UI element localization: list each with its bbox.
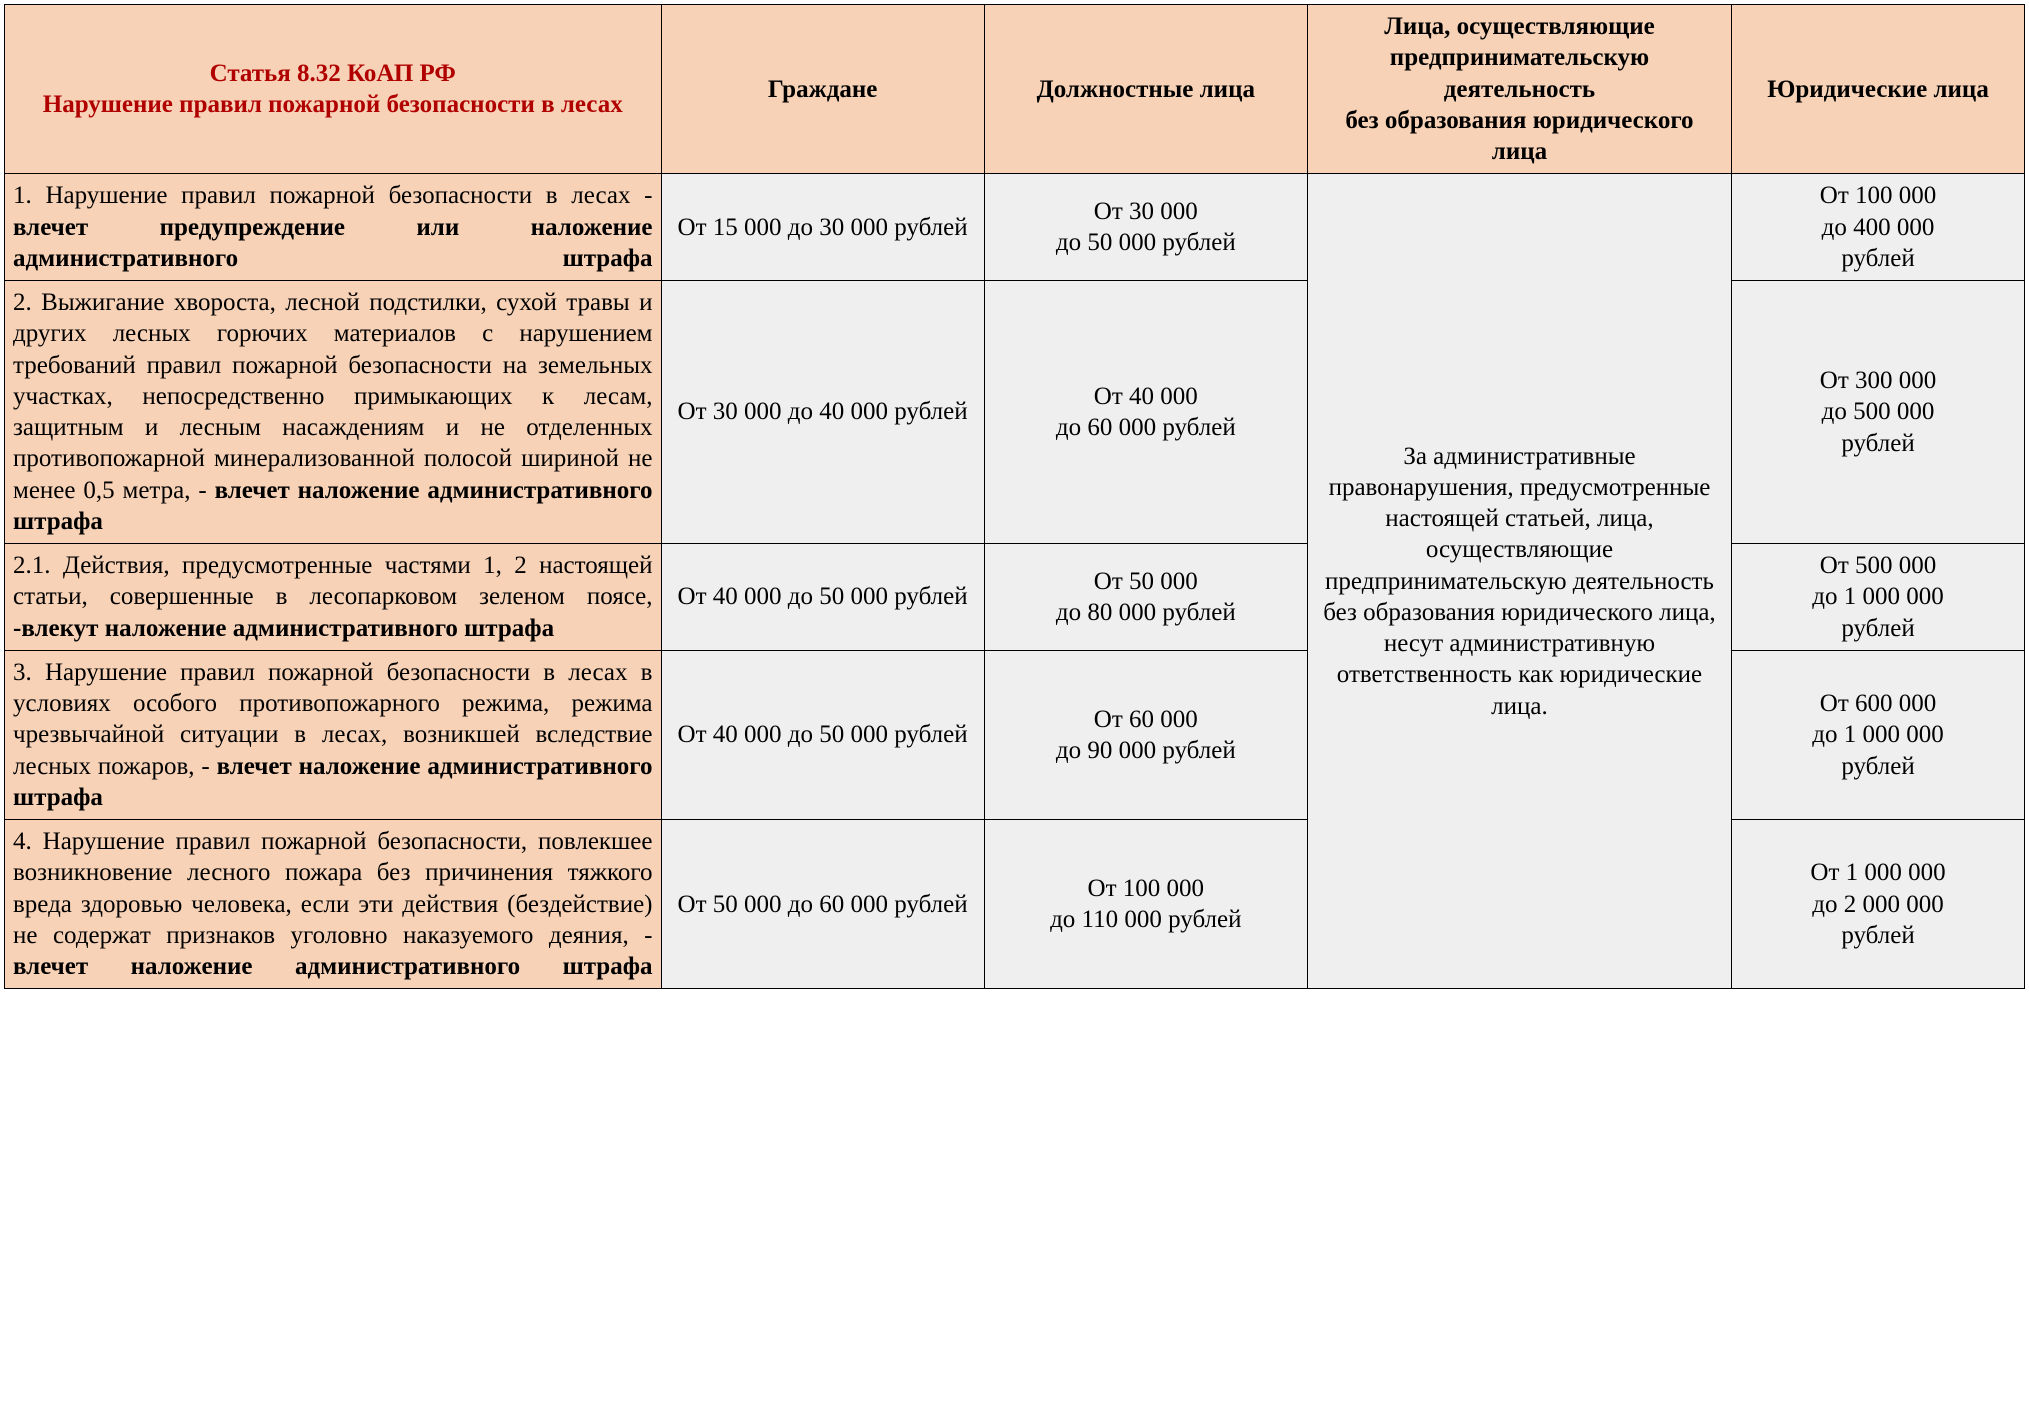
officials-cell: От 60 000 до 90 000 рублей <box>984 650 1307 819</box>
officials-l1: От 60 000 <box>1094 706 1198 733</box>
legal-l2: до 500 000 <box>1822 398 1935 425</box>
fines-table: Статья 8.32 КоАП РФ Нарушение правил пож… <box>4 4 2025 989</box>
desc-plain: 2. Выжигание хвороста, лесной подстилки,… <box>13 289 653 504</box>
legal-cell: От 1 000 000 до 2 000 000 рублей <box>1732 820 2025 989</box>
officials-l2: до 110 000 рублей <box>1050 906 1241 933</box>
desc-cell: 2.1. Действия, предусмотренные частями 1… <box>5 544 662 651</box>
desc-cell: 3. Нарушение правил пожарной безопасност… <box>5 650 662 819</box>
legal-l3: рублей <box>1841 753 1914 780</box>
legal-l3: рублей <box>1841 245 1914 272</box>
entrepreneurs-merged-cell: За административные правонарушения, пред… <box>1307 174 1731 989</box>
table-header-row: Статья 8.32 КоАП РФ Нарушение правил пож… <box>5 5 2025 174</box>
table-row: 1. Нарушение правил пожарной безопасност… <box>5 174 2025 281</box>
legal-l3: рублей <box>1841 615 1914 642</box>
desc-plain: 4. Нарушение правил пожарной безопасност… <box>13 828 653 949</box>
officials-cell: От 50 000 до 80 000 рублей <box>984 544 1307 651</box>
table-wrapper: Статья 8.32 КоАП РФ Нарушение правил пож… <box>0 0 2029 993</box>
header-officials: Должностные лица <box>984 5 1307 174</box>
officials-l1: От 100 000 <box>1088 875 1204 902</box>
desc-cell: 2. Выжигание хвороста, лесной подстилки,… <box>5 281 662 544</box>
citizens-cell: От 50 000 до 60 000 рублей <box>661 820 984 989</box>
officials-cell: От 40 000 до 60 000 рублей <box>984 281 1307 544</box>
header-title: Статья 8.32 КоАП РФ Нарушение правил пож… <box>5 5 662 174</box>
desc-bold: влечет предупреждение или наложение адми… <box>13 214 653 272</box>
citizens-cell: От 30 000 до 40 000 рублей <box>661 281 984 544</box>
officials-l1: От 50 000 <box>1094 568 1198 595</box>
legal-l3: рублей <box>1841 922 1914 949</box>
legal-l1: От 1 000 000 <box>1810 859 1945 886</box>
header-entrepreneurs-l1: Лица, осуществляющие предпринимательскую… <box>1384 13 1655 103</box>
officials-l2: до 90 000 рублей <box>1056 737 1236 764</box>
legal-l1: От 600 000 <box>1820 690 1936 717</box>
desc-plain: 1. Нарушение правил пожарной безопасност… <box>13 182 653 209</box>
legal-l2: до 2 000 000 <box>1812 891 1943 918</box>
legal-l1: От 500 000 <box>1820 552 1936 579</box>
citizens-cell: От 40 000 до 50 000 рублей <box>661 544 984 651</box>
header-title-line2: Нарушение правил пожарной безопасности в… <box>43 91 623 118</box>
legal-l2: до 1 000 000 <box>1812 721 1943 748</box>
desc-bold: влечет наложение административного штраф… <box>13 953 653 980</box>
citizens-cell: От 15 000 до 30 000 рублей <box>661 174 984 281</box>
officials-l2: до 50 000 рублей <box>1056 229 1236 256</box>
legal-cell: От 100 000 до 400 000 рублей <box>1732 174 2025 281</box>
desc-cell: 4. Нарушение правил пожарной безопасност… <box>5 820 662 989</box>
officials-l2: до 80 000 рублей <box>1056 599 1236 626</box>
legal-l1: От 300 000 <box>1820 367 1936 394</box>
legal-l1: От 100 000 <box>1820 182 1936 209</box>
legal-cell: От 500 000 до 1 000 000 рублей <box>1732 544 2025 651</box>
header-title-line1: Статья 8.32 КоАП РФ <box>210 60 456 87</box>
legal-cell: От 600 000 до 1 000 000 рублей <box>1732 650 2025 819</box>
officials-cell: От 30 000 до 50 000 рублей <box>984 174 1307 281</box>
legal-l2: до 400 000 <box>1822 214 1935 241</box>
legal-l3: рублей <box>1841 430 1914 457</box>
citizens-cell: От 40 000 до 50 000 рублей <box>661 650 984 819</box>
legal-l2: до 1 000 000 <box>1812 583 1943 610</box>
header-legal: Юридические лица <box>1732 5 2025 174</box>
officials-cell: От 100 000 до 110 000 рублей <box>984 820 1307 989</box>
legal-cell: От 300 000 до 500 000 рублей <box>1732 281 2025 544</box>
officials-l2: до 60 000 рублей <box>1056 414 1236 441</box>
header-entrepreneurs-l2: без образования юридического лица <box>1345 107 1693 165</box>
desc-bold: -влекут наложение административного штра… <box>13 615 554 642</box>
desc-plain: 2.1. Действия, предусмотренные частями 1… <box>13 552 653 610</box>
desc-cell: 1. Нарушение правил пожарной безопасност… <box>5 174 662 281</box>
header-entrepreneurs: Лица, осуществляющие предпринимательскую… <box>1307 5 1731 174</box>
officials-l1: От 30 000 <box>1094 198 1198 225</box>
header-citizens: Граждане <box>661 5 984 174</box>
officials-l1: От 40 000 <box>1094 383 1198 410</box>
